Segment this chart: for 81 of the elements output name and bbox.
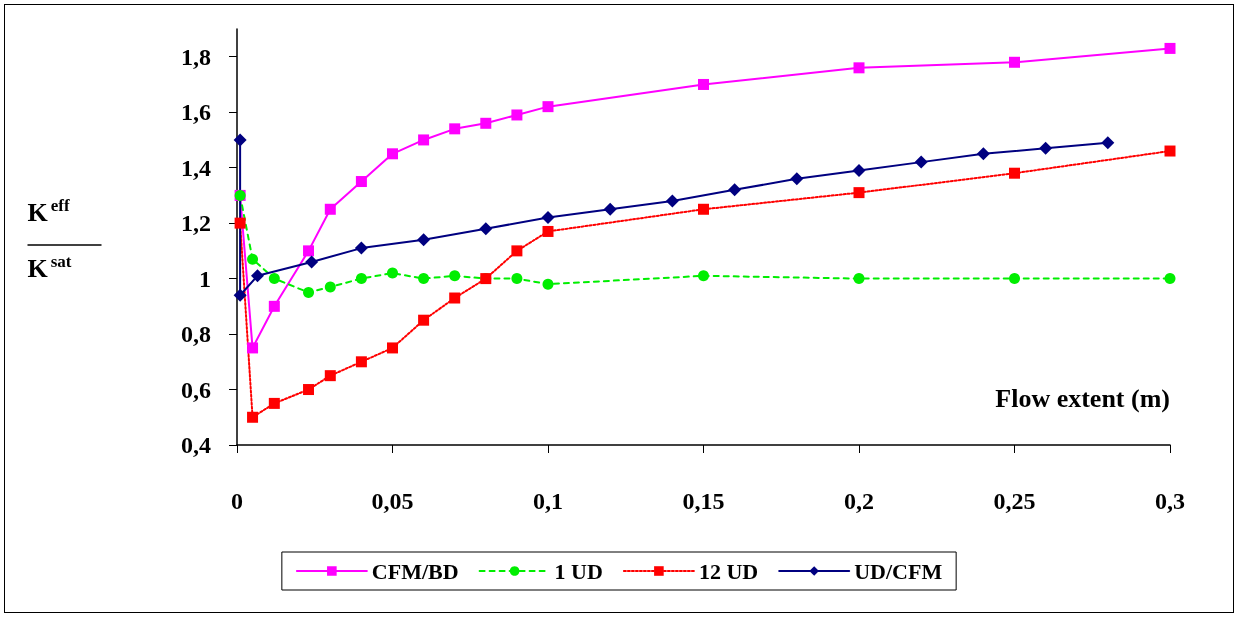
point — [976, 147, 990, 161]
point — [480, 117, 492, 129]
point — [541, 211, 555, 225]
point — [247, 411, 259, 423]
point — [268, 300, 280, 312]
point — [305, 255, 319, 269]
point — [542, 278, 554, 290]
x-tick-label: 0,1 — [533, 488, 563, 514]
point — [1164, 42, 1176, 54]
point — [418, 134, 430, 146]
point — [698, 203, 709, 215]
point — [511, 273, 523, 285]
legend-label: UD/CFM — [854, 558, 943, 584]
point — [853, 62, 865, 74]
y-tick-label: 0,4 — [181, 432, 211, 458]
point — [603, 202, 617, 216]
point — [698, 78, 709, 90]
point — [1164, 273, 1176, 285]
point — [449, 123, 461, 135]
point — [1009, 167, 1020, 179]
point — [853, 273, 865, 285]
point — [914, 155, 928, 169]
point — [853, 187, 865, 199]
legend-label: CFM/BD — [371, 558, 459, 584]
y-tick-label: 1,8 — [181, 43, 211, 70]
point — [449, 292, 461, 304]
point — [1039, 141, 1053, 155]
point — [247, 253, 259, 265]
point — [511, 245, 523, 257]
point — [355, 356, 367, 368]
point — [1009, 273, 1020, 285]
legend-label: 1 UD — [554, 558, 603, 584]
point — [324, 370, 336, 382]
x-tick-label: 0 — [231, 488, 243, 514]
point — [852, 163, 866, 177]
x-axis-title: Flow extent (m) — [995, 383, 1171, 413]
y-tick-label: 0,6 — [181, 376, 211, 403]
point — [387, 267, 398, 279]
point — [418, 273, 430, 285]
point — [233, 288, 247, 302]
legend-label: 12 UD — [698, 558, 759, 584]
point — [511, 109, 523, 121]
y-tick-label: 1 — [199, 265, 211, 292]
point — [324, 203, 336, 215]
point — [1101, 136, 1115, 150]
x-tick-label: 0,05 — [371, 488, 414, 514]
point — [418, 314, 430, 326]
point — [355, 273, 367, 285]
point — [247, 342, 259, 354]
point — [251, 269, 265, 283]
point — [665, 194, 679, 208]
point — [234, 217, 246, 229]
point — [698, 270, 709, 282]
point — [790, 172, 804, 186]
point — [1009, 56, 1020, 68]
point — [268, 273, 280, 285]
point — [303, 245, 315, 257]
point — [542, 101, 554, 113]
point — [542, 225, 554, 237]
y-tick-label: 1,2 — [181, 210, 211, 237]
point — [387, 148, 398, 160]
point — [324, 281, 336, 293]
y-tick-label: 1,6 — [181, 99, 211, 126]
point — [303, 384, 315, 396]
x-tick-label: 0,15 — [682, 488, 725, 514]
x-tick-label: 0,25 — [993, 488, 1036, 514]
x-tick-label: 0,3 — [1155, 488, 1185, 514]
point — [479, 222, 493, 236]
point — [387, 342, 398, 354]
y-tick-label: 0,8 — [181, 321, 211, 348]
point — [233, 133, 247, 147]
point — [268, 397, 280, 409]
point — [728, 183, 742, 197]
point — [1164, 145, 1176, 157]
point — [303, 286, 315, 298]
point — [417, 233, 431, 247]
point — [449, 270, 461, 282]
point — [354, 241, 368, 255]
x-tick-label: 0,2 — [844, 488, 874, 514]
point — [355, 176, 367, 188]
y-tick-label: 1,4 — [181, 154, 211, 181]
